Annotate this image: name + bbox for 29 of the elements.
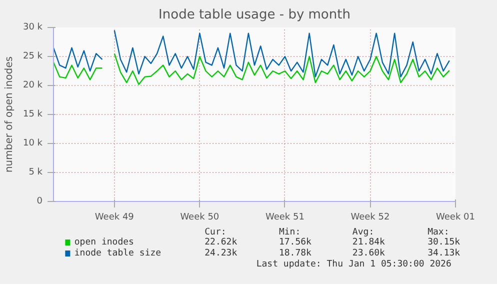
y-tick-label: 15 k — [22, 110, 44, 120]
chart-title: Inode table usage - by month — [158, 8, 350, 22]
y-tick-label: 20 k — [22, 80, 44, 90]
text: 21.84k — [352, 238, 386, 248]
legend-label: inode table size — [74, 248, 162, 258]
x-tick-label: Week 50 — [180, 212, 220, 222]
x-tick-label: Week 52 — [350, 212, 390, 222]
legend-label: open inodes — [74, 238, 134, 248]
text: Avg: — [352, 228, 374, 238]
y-tick-label: 25 k — [22, 52, 44, 62]
text: 24.23k — [204, 248, 238, 258]
text: Cur: — [204, 228, 226, 238]
y-tick-label: 5 k — [28, 168, 44, 178]
x-tick-label: Week 49 — [94, 212, 134, 222]
text: Last update: Thu Jan 1 05:30:00 2026 — [256, 260, 452, 270]
text: 23.60k — [352, 248, 386, 258]
text: Min: — [278, 228, 301, 238]
y-tick-label: 30 k — [22, 22, 44, 32]
x-tick-label: Week 51 — [265, 212, 304, 222]
x-tick-label: Week 01 — [436, 212, 475, 222]
text: 30.15k — [428, 238, 461, 248]
text: 22.62k — [204, 238, 238, 248]
y-axis-title: number of open inodes — [4, 56, 15, 173]
text: 17.56k — [278, 238, 312, 248]
text: 18.78k — [278, 248, 312, 258]
text: Max: — [428, 228, 450, 238]
text: 34.13k — [428, 248, 461, 258]
y-tick-label: 0 — [36, 196, 43, 206]
y-tick-label: 10 k — [22, 138, 44, 148]
